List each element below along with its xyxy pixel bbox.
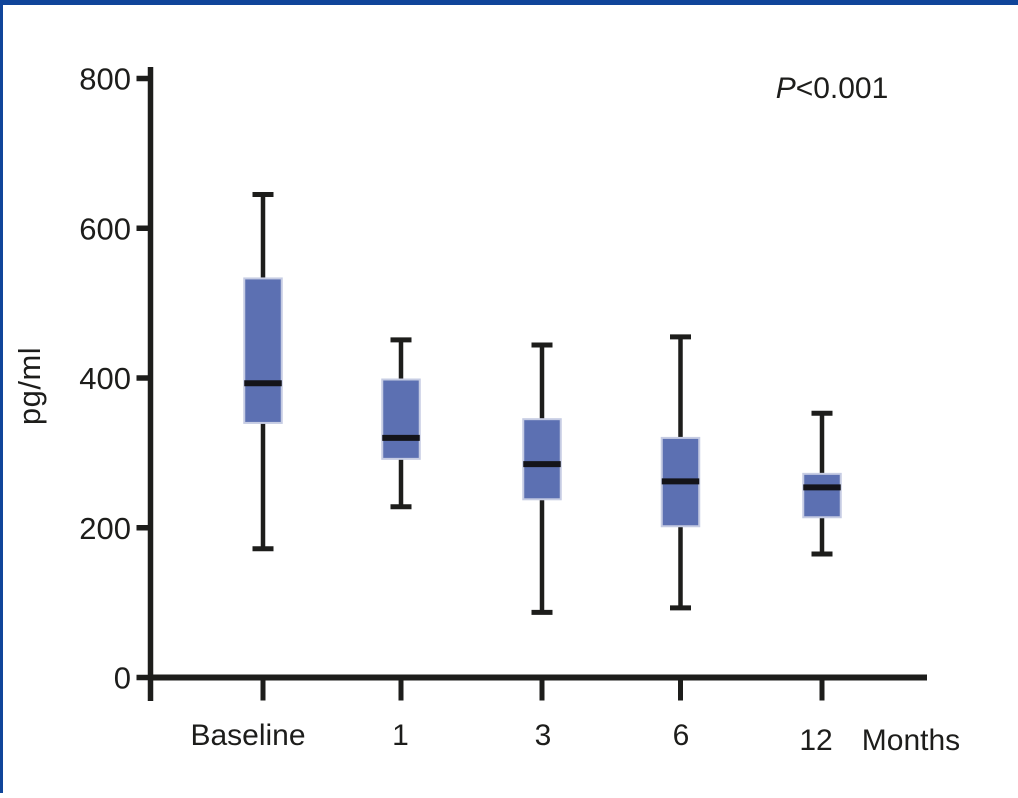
x-tick-label: 12 <box>799 724 832 757</box>
iqr-box <box>802 472 842 519</box>
y-tick-label: 0 <box>114 661 131 696</box>
y-axis-title: pg/ml <box>12 346 47 426</box>
p-value-annotation: P<0.001 <box>776 72 889 106</box>
y-tick-label: 800 <box>79 62 131 97</box>
iqr-box <box>243 277 283 424</box>
y-tick-label: 400 <box>79 361 131 396</box>
iqr-box <box>522 418 562 501</box>
figure-left-border <box>0 5 3 793</box>
x-tick-label: Baseline <box>190 719 305 752</box>
y-tick-label: 600 <box>79 211 131 246</box>
x-tick-label: 3 <box>535 719 552 752</box>
x-axis-unit-label: Months <box>862 724 960 757</box>
p-value-text: <0.001 <box>795 72 889 105</box>
y-tick-label: 200 <box>79 511 131 546</box>
x-tick-label: 6 <box>673 719 690 752</box>
figure-top-border <box>0 0 1018 5</box>
iqr-box <box>381 378 421 460</box>
x-tick-label: 1 <box>392 719 409 752</box>
p-value-symbol: P <box>775 72 796 105</box>
